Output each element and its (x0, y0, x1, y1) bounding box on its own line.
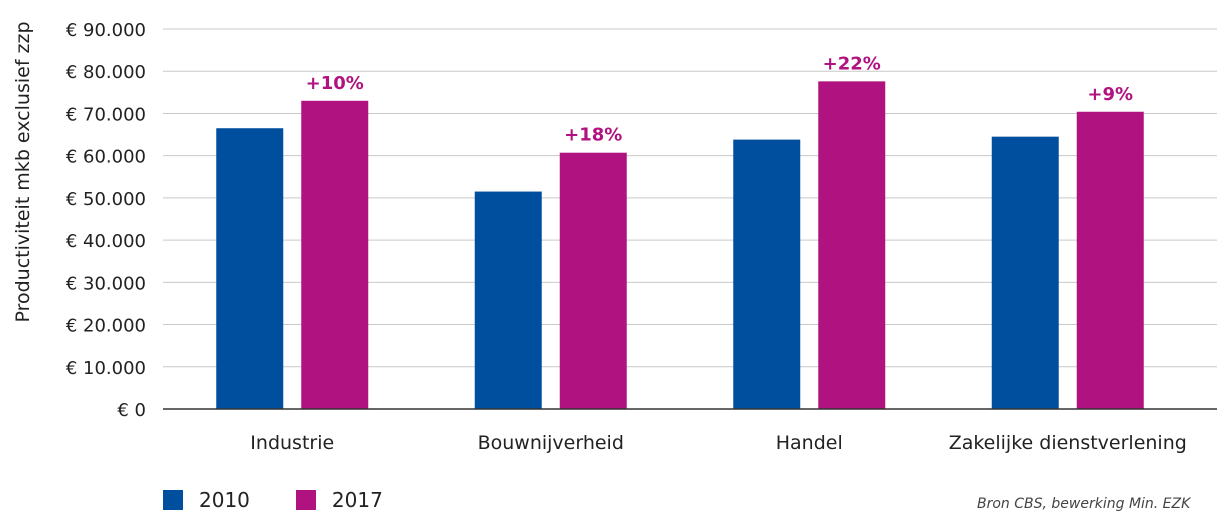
data-label: +22% (823, 53, 881, 74)
y-tick-label: € 60.000 (66, 147, 146, 168)
y-tick-label: € 50.000 (66, 189, 146, 210)
bars (216, 81, 1144, 410)
legend: 2010 2017 (163, 488, 429, 512)
legend-swatch-2010 (163, 490, 183, 510)
data-label: +18% (564, 125, 622, 146)
y-tick-label: € 20.000 (66, 316, 146, 337)
bar-2017-zakelijke-dienstverlening (1076, 111, 1144, 409)
x-category-label: Handel (776, 432, 843, 454)
data-labels: +10% +18% +22% +9% (306, 53, 1133, 145)
data-label: +9% (1087, 84, 1133, 105)
y-tick-label: € 40.000 (66, 231, 146, 252)
bar-2010-bouwnijverheid (474, 191, 542, 409)
data-label: +10% (306, 73, 364, 94)
bar-2010-handel (733, 139, 801, 409)
source-note: Bron CBS, bewerking Min. EZK (977, 496, 1191, 512)
bar-2017-industrie (301, 100, 369, 410)
x-axis-categories: Industrie Bouwnijverheid Handel Zakelijke d… (250, 432, 1187, 454)
legend-swatch-2017 (295, 490, 316, 510)
y-tick-label: € 10.000 (66, 358, 146, 379)
legend-item-2010: 2010 (163, 488, 250, 512)
bar-2010-industrie (216, 128, 284, 409)
bar-chart: € 0 € 10.000 € 20.000 € 30.000 € 40.000 € 50.… (12, 20, 1217, 454)
legend-label-2010: 2010 (199, 488, 250, 512)
x-category-label: Zakelijke dienstverlening (949, 432, 1187, 454)
bar-2010-zakelijke-dienstverlening (991, 136, 1059, 409)
y-tick-label: € 70.000 (66, 104, 146, 125)
y-tick-label: € 30.000 (66, 273, 146, 294)
y-tick-label: € 80.000 (66, 62, 146, 83)
y-axis-ticks: € 0 € 10.000 € 20.000 € 30.000 € 40.000 € 50.… (66, 20, 146, 421)
bar-2017-handel (818, 81, 886, 409)
y-tick-label: € 90.000 (66, 20, 146, 41)
x-category-label: Bouwnijverheid (478, 432, 624, 454)
bar-2017-bouwnijverheid (559, 152, 627, 409)
y-tick-label: € 0 (117, 400, 146, 421)
legend-item-2017: 2017 (295, 488, 383, 512)
legend-label-2017: 2017 (331, 488, 383, 512)
x-category-label: Industrie (250, 432, 334, 454)
y-axis-label: Productiviteit mkb exclusief zzp (12, 21, 34, 322)
